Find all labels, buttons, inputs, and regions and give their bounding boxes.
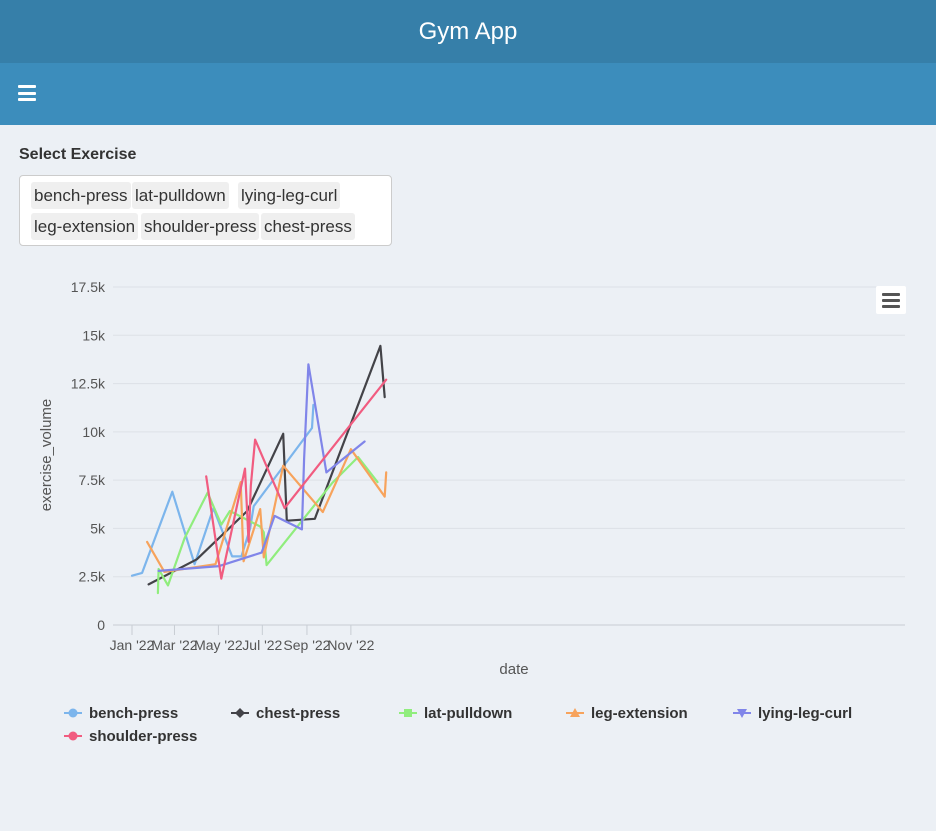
- legend-item-shoulder-press[interactable]: shoulder-press: [63, 727, 197, 745]
- square-marker-icon: [399, 709, 417, 717]
- legend-label: lat-pulldown: [424, 704, 513, 722]
- x-tick-label: Sep '22: [283, 637, 330, 653]
- app-title: Gym App: [0, 0, 936, 63]
- legend-label: lying-leg-curl: [758, 704, 853, 722]
- lat-pulldown-series-line: [156, 455, 379, 595]
- shoulder-press-series-line: [205, 378, 388, 580]
- legend-item-lat-pulldown[interactable]: lat-pulldown: [398, 704, 512, 722]
- diamond-marker-icon: [231, 708, 249, 718]
- legend-label: shoulder-press: [89, 727, 198, 745]
- triangle-marker-icon: [566, 708, 584, 717]
- exercise-multiselect[interactable]: bench-press lat-pulldown lying-leg-curl …: [19, 175, 392, 246]
- legend-item-bench-press[interactable]: bench-press: [63, 704, 178, 722]
- y-tick-label: 10k: [82, 424, 106, 440]
- x-tick-label: Mar '22: [151, 637, 197, 653]
- y-axis-title: exercise_volume: [38, 399, 55, 512]
- y-tick-label: 17.5k: [71, 279, 106, 295]
- chest-press-series-line: [147, 344, 386, 586]
- y-tick-label: 5k: [90, 520, 106, 536]
- leg-extension-series-line: [146, 448, 388, 573]
- x-axis-title: date: [499, 661, 528, 678]
- y-tick-label: 2.5k: [79, 569, 106, 585]
- exercise-chip[interactable]: chest-press: [261, 213, 355, 240]
- lying-leg-curl-series-line: [157, 363, 366, 572]
- y-tick-label: 0: [97, 617, 105, 633]
- x-tick-label: Jan '22: [110, 637, 155, 653]
- chart-menu-icon[interactable]: [876, 286, 906, 314]
- exercise-chip[interactable]: leg-extension: [31, 213, 139, 240]
- hamburger-icon[interactable]: [18, 85, 36, 101]
- circle-marker-icon: [64, 708, 82, 718]
- legend-item-leg-extension[interactable]: leg-extension: [565, 704, 688, 722]
- triangle-down-marker-icon: [733, 709, 751, 718]
- x-tick-label: Jul '22: [242, 637, 282, 653]
- exercise-chip[interactable]: bench-press: [31, 182, 131, 209]
- exercise-chip[interactable]: shoulder-press: [141, 213, 260, 240]
- exercise-chip[interactable]: lying-leg-curl: [238, 182, 341, 209]
- y-tick-label: 15k: [82, 327, 106, 343]
- legend-label: chest-press: [256, 704, 341, 722]
- exercise-chip[interactable]: lat-pulldown: [132, 182, 229, 209]
- navbar: [0, 63, 936, 125]
- x-tick-label: Nov '22: [327, 637, 374, 653]
- y-tick-label: 7.5k: [79, 472, 106, 488]
- legend-item-lying-leg-curl[interactable]: lying-leg-curl: [732, 704, 852, 722]
- select-exercise-label: Select Exercise: [19, 146, 137, 163]
- legend-label: leg-extension: [591, 704, 688, 722]
- legend-item-chest-press[interactable]: chest-press: [230, 704, 340, 722]
- circle-marker-icon: [64, 731, 82, 741]
- legend-label: bench-press: [89, 704, 179, 722]
- x-tick-label: May '22: [194, 637, 243, 653]
- y-tick-label: 12.5k: [71, 376, 106, 392]
